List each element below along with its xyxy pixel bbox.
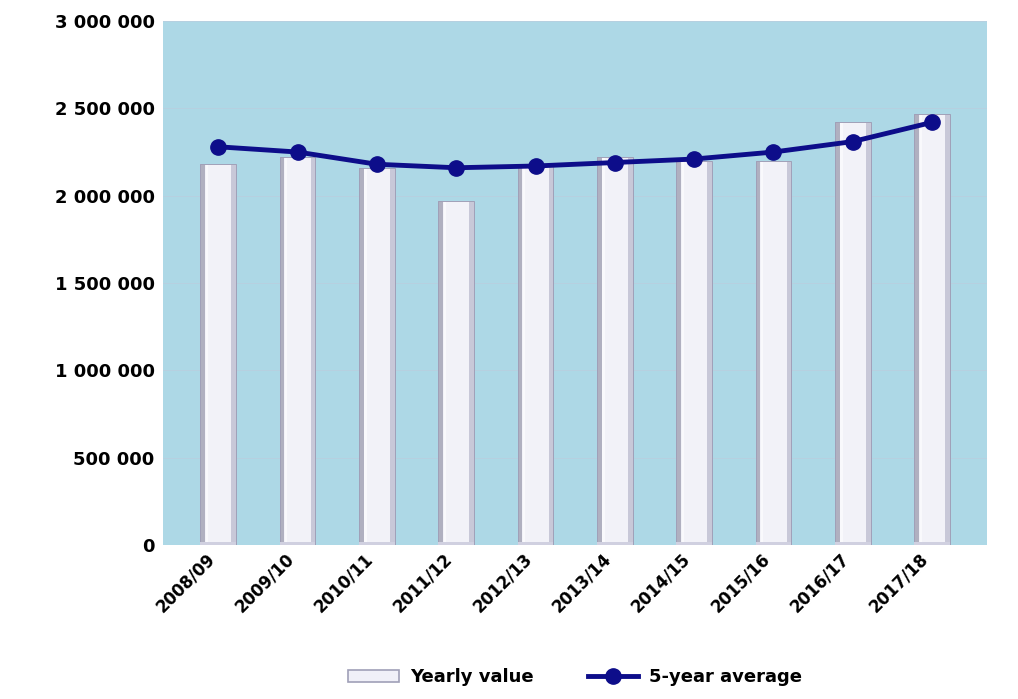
Bar xyxy=(914,542,950,545)
Bar xyxy=(760,161,787,545)
Bar xyxy=(206,164,208,545)
Bar xyxy=(443,201,469,545)
Bar xyxy=(469,201,474,545)
Bar xyxy=(364,168,366,545)
Bar xyxy=(280,157,284,545)
Bar xyxy=(390,168,395,545)
Bar xyxy=(359,542,395,545)
Bar xyxy=(231,164,236,545)
Bar xyxy=(310,157,316,545)
Bar xyxy=(840,122,866,545)
Bar xyxy=(522,164,549,545)
Bar xyxy=(835,122,840,545)
Bar xyxy=(205,164,231,545)
Bar xyxy=(280,542,316,545)
Bar xyxy=(676,161,681,545)
Bar xyxy=(518,164,522,545)
Bar xyxy=(681,161,708,545)
Bar xyxy=(787,161,791,545)
Bar xyxy=(439,201,474,545)
Bar xyxy=(280,157,316,545)
Bar xyxy=(518,542,554,545)
Bar xyxy=(444,201,446,545)
Bar xyxy=(602,157,628,545)
Bar xyxy=(755,161,760,545)
Bar xyxy=(597,157,602,545)
Bar xyxy=(628,157,632,545)
Bar xyxy=(284,157,310,545)
Bar xyxy=(523,164,525,545)
Bar xyxy=(201,164,205,545)
Bar xyxy=(359,168,363,545)
Legend: Yearly value, 5-year average: Yearly value, 5-year average xyxy=(341,661,809,693)
Bar xyxy=(835,122,870,545)
Bar xyxy=(708,161,712,545)
Bar xyxy=(603,157,605,545)
Bar xyxy=(439,201,443,545)
Bar xyxy=(201,542,236,545)
Bar xyxy=(919,113,946,545)
Bar xyxy=(761,161,764,545)
Bar xyxy=(840,122,843,545)
Bar xyxy=(914,113,950,545)
Bar xyxy=(201,164,236,545)
Bar xyxy=(866,122,870,545)
Bar xyxy=(518,164,554,545)
Bar xyxy=(439,542,474,545)
Bar xyxy=(363,168,390,545)
Bar xyxy=(597,157,632,545)
Bar xyxy=(676,542,712,545)
Bar xyxy=(835,542,870,545)
Bar xyxy=(549,164,554,545)
Bar xyxy=(755,542,791,545)
Bar xyxy=(285,157,287,545)
Bar xyxy=(676,161,712,545)
Bar xyxy=(946,113,950,545)
Bar xyxy=(755,161,791,545)
Bar xyxy=(682,161,684,545)
Bar xyxy=(919,113,922,545)
Bar xyxy=(597,542,632,545)
Bar xyxy=(914,113,919,545)
Bar xyxy=(359,168,395,545)
